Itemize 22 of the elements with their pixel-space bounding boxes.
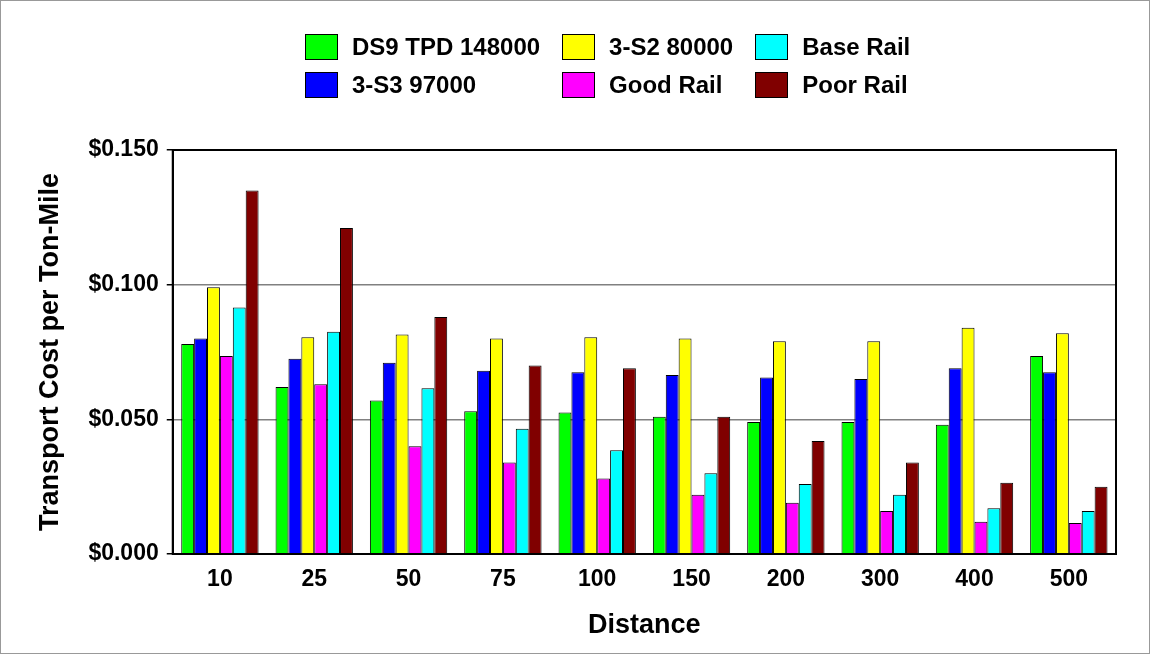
legend-label: Poor Rail	[802, 71, 908, 99]
y-tick-label: $0.100	[88, 270, 159, 297]
x-tick-label: 50	[395, 565, 422, 592]
x-tick-label: 500	[1049, 565, 1089, 592]
legend-label: DS9 TPD 148000	[352, 33, 541, 61]
x-tick-label: 300	[861, 565, 900, 592]
x-axis-title: Distance	[588, 609, 701, 640]
x-tick-label: 100	[578, 565, 617, 592]
y-tick-label: $0.050	[88, 404, 159, 431]
legend-label: Base Rail	[802, 33, 911, 61]
y-tick-label: $0.000	[88, 539, 159, 566]
x-tick-label: 10	[207, 565, 233, 592]
legend-label: 3-S2 80000	[609, 33, 734, 61]
x-tick-label: 25	[301, 565, 328, 592]
y-tick-label: $0.150	[88, 135, 159, 162]
x-tick-label: 150	[672, 565, 711, 592]
x-tick-label: 75	[490, 565, 516, 592]
x-tick-label: 400	[955, 565, 994, 592]
y-axis-title: Transport Cost per Ton-Mile	[33, 172, 64, 532]
x-tick-label: 200	[766, 565, 806, 592]
legend-label: Good Rail	[609, 71, 723, 99]
legend-label: 3-S3 97000	[352, 71, 477, 99]
